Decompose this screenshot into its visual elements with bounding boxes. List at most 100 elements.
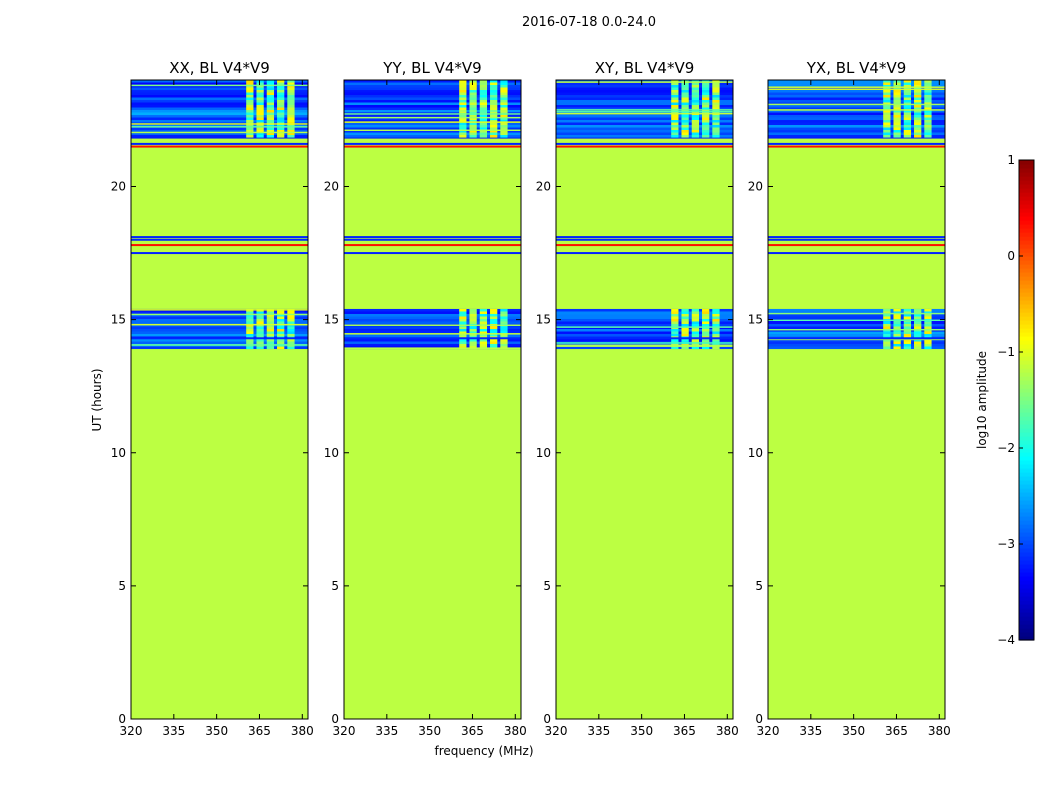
rfi-line xyxy=(556,238,733,241)
rfi-cell xyxy=(246,130,254,133)
data-segment-1 xyxy=(556,308,733,350)
rfi-cell xyxy=(712,117,720,121)
noise-row xyxy=(768,110,945,113)
colorbar-tick-label: −4 xyxy=(997,633,1015,647)
colorbar-segment xyxy=(1019,516,1034,521)
rfi-cell xyxy=(903,316,912,320)
rfi-cell xyxy=(266,82,275,86)
rfi-cell xyxy=(266,115,275,118)
rfi-cell xyxy=(459,338,467,342)
noise-row xyxy=(344,85,521,88)
rfi-cell xyxy=(691,80,700,83)
streak xyxy=(344,333,521,335)
y-tick-label: 5 xyxy=(331,579,339,593)
rfi-cell xyxy=(459,331,467,335)
y-axis-label: UT (hours) xyxy=(90,368,104,431)
streak xyxy=(131,123,308,125)
rfi-cell xyxy=(681,321,689,325)
noise-row xyxy=(131,338,308,342)
rfi-cell xyxy=(459,95,467,98)
noise-row xyxy=(768,333,945,337)
x-tick-label: 335 xyxy=(587,724,610,738)
rfi-cell xyxy=(883,343,891,347)
colorbar-segment xyxy=(1019,520,1034,525)
rfi-cell xyxy=(691,323,700,327)
rfi-cell xyxy=(287,95,295,98)
rfi-cell xyxy=(883,338,891,342)
rfi-cell xyxy=(691,122,700,126)
colorbar-segment xyxy=(1019,556,1034,561)
noise-row xyxy=(131,331,308,335)
rfi-cell xyxy=(914,92,922,96)
y-tick-label: 5 xyxy=(118,579,126,593)
rfi-cell xyxy=(500,107,508,111)
rfi-cell xyxy=(924,130,932,133)
rfi-cell xyxy=(256,127,264,131)
streak xyxy=(556,344,733,347)
colorbar-segment xyxy=(1019,572,1034,577)
rfi-cell xyxy=(459,311,467,315)
rfi-cell xyxy=(903,117,912,121)
rfi-cell xyxy=(256,338,264,342)
colorbar-tick-label: −3 xyxy=(997,537,1015,551)
rfi-cell xyxy=(490,311,498,315)
rfi-cell xyxy=(712,338,720,342)
rfi-cell xyxy=(459,100,467,103)
colorbar-segment xyxy=(1019,300,1034,305)
rfi-cell xyxy=(903,90,912,93)
rfi-cell xyxy=(479,95,488,98)
rfi-cell xyxy=(479,338,488,342)
rfi-cell xyxy=(883,115,891,118)
colorbar-segment xyxy=(1019,252,1034,257)
colorbar-segment xyxy=(1019,600,1034,605)
streak xyxy=(768,88,945,90)
noise-row xyxy=(556,102,733,106)
rfi-cell xyxy=(671,120,679,123)
colorbar-segment xyxy=(1019,164,1034,169)
rfi-cell xyxy=(671,90,679,93)
x-tick-label: 365 xyxy=(885,724,908,738)
noise-row xyxy=(556,122,733,126)
data-segment-1 xyxy=(344,308,521,350)
rfi-cell xyxy=(287,321,295,325)
rfi-cell xyxy=(459,115,467,118)
rfi-cell xyxy=(712,132,720,136)
rfi-cell xyxy=(702,318,710,322)
rfi-cell xyxy=(287,333,295,337)
rfi-cell xyxy=(671,130,679,133)
colorbar-segment xyxy=(1019,544,1034,549)
noise-row xyxy=(556,316,733,320)
rfi-cell xyxy=(246,321,254,325)
rfi-cell xyxy=(469,107,477,111)
rfi-cell xyxy=(681,127,689,131)
rfi-cell xyxy=(500,105,508,108)
noise-row xyxy=(131,132,308,136)
rfi-cell xyxy=(246,95,254,98)
rfi-cell xyxy=(691,321,700,325)
rfi-cell xyxy=(883,341,891,345)
rfi-cell xyxy=(256,341,264,345)
colorbar-segment xyxy=(1019,216,1034,221)
colorbar-tick-label: −2 xyxy=(997,441,1015,455)
rfi-cell xyxy=(490,343,498,347)
rfi-cell xyxy=(256,328,264,332)
rfi-cell xyxy=(671,311,679,315)
rfi-cell xyxy=(479,90,488,93)
rfi-cell xyxy=(479,120,488,123)
colorbar-segment xyxy=(1019,620,1034,625)
rfi-cell xyxy=(883,90,891,93)
rfi-cell xyxy=(277,313,285,317)
colorbar-segment xyxy=(1019,488,1034,493)
colorbar-segment xyxy=(1019,352,1034,357)
noise-row xyxy=(556,100,733,103)
rfi-cell xyxy=(287,346,295,350)
rfi-cell xyxy=(479,308,488,312)
rfi-cell xyxy=(893,120,901,123)
noise-row xyxy=(344,130,521,133)
colorbar-segment xyxy=(1019,364,1034,369)
rfi-cell xyxy=(469,122,477,126)
noise-row xyxy=(768,82,945,86)
streak xyxy=(556,345,733,347)
x-tick-label: 350 xyxy=(205,724,228,738)
rfi-cell xyxy=(883,132,891,136)
